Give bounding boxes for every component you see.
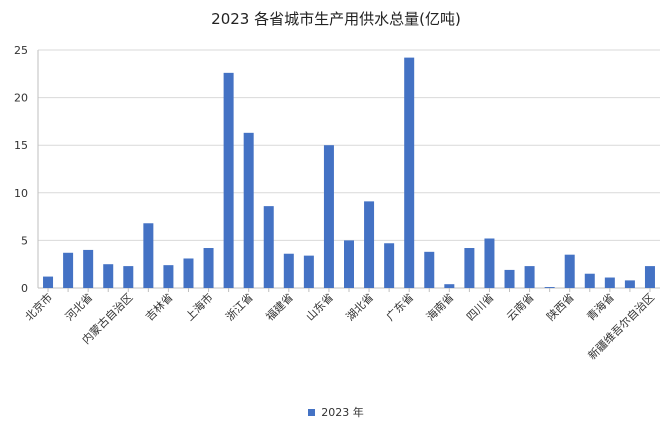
bar xyxy=(303,255,314,288)
bar xyxy=(504,269,515,288)
bar xyxy=(644,266,655,288)
x-tick-label: 福建省 xyxy=(263,290,296,323)
bar xyxy=(243,132,254,288)
y-tick-label: 5 xyxy=(21,234,28,247)
bar xyxy=(364,201,375,288)
x-tick-label: 新疆维吾尔自治区 xyxy=(585,290,657,362)
x-tick-label: 广东省 xyxy=(384,291,417,324)
x-tick-label: 吉林省 xyxy=(142,290,175,323)
bar xyxy=(163,265,174,288)
y-tick-label: 10 xyxy=(14,187,28,200)
bar xyxy=(203,248,214,288)
bar xyxy=(564,254,575,288)
bar xyxy=(183,258,194,288)
bar xyxy=(424,251,435,288)
bar xyxy=(143,223,154,288)
x-tick-label: 云南省 xyxy=(504,291,537,324)
bar xyxy=(63,252,74,288)
legend-swatch xyxy=(308,409,316,416)
bar xyxy=(444,284,455,288)
bar xyxy=(604,277,615,288)
bar xyxy=(283,253,294,288)
bar xyxy=(43,276,54,288)
bar xyxy=(384,243,395,288)
x-tick-label: 陕西省 xyxy=(544,290,577,323)
bar xyxy=(404,57,415,289)
x-tick-label: 浙江省 xyxy=(223,291,256,324)
bar xyxy=(123,266,134,288)
bar xyxy=(484,238,495,288)
bar xyxy=(83,249,94,288)
legend-label: 2023 年 xyxy=(321,406,364,419)
bar xyxy=(464,248,475,288)
x-tick-label: 四川省 xyxy=(464,291,497,324)
bar xyxy=(223,72,234,289)
chart-title: 2023 各省城市生产用供水总量(亿吨) xyxy=(211,10,461,28)
y-tick-label: 20 xyxy=(14,92,28,105)
legend: 2023 年 xyxy=(0,404,672,420)
x-tick-label: 河北省 xyxy=(63,291,96,324)
x-tick-label: 山东省 xyxy=(304,291,337,324)
y-tick-label: 25 xyxy=(14,44,28,57)
x-tick-label: 青海省 xyxy=(584,290,617,323)
bar xyxy=(524,266,535,288)
x-tick-label: 北京市 xyxy=(22,290,55,323)
bar xyxy=(544,287,555,288)
y-tick-label: 15 xyxy=(14,139,28,152)
bar xyxy=(584,273,595,288)
bar xyxy=(344,240,354,288)
bar xyxy=(103,264,114,288)
x-tick-label: 海南省 xyxy=(423,290,456,323)
bar xyxy=(263,206,274,288)
y-tick-label: 0 xyxy=(21,282,28,295)
bar xyxy=(624,280,635,288)
x-tick-label: 湖北省 xyxy=(344,291,377,324)
x-tick-label: 上海市 xyxy=(182,290,215,323)
bar xyxy=(323,145,334,288)
